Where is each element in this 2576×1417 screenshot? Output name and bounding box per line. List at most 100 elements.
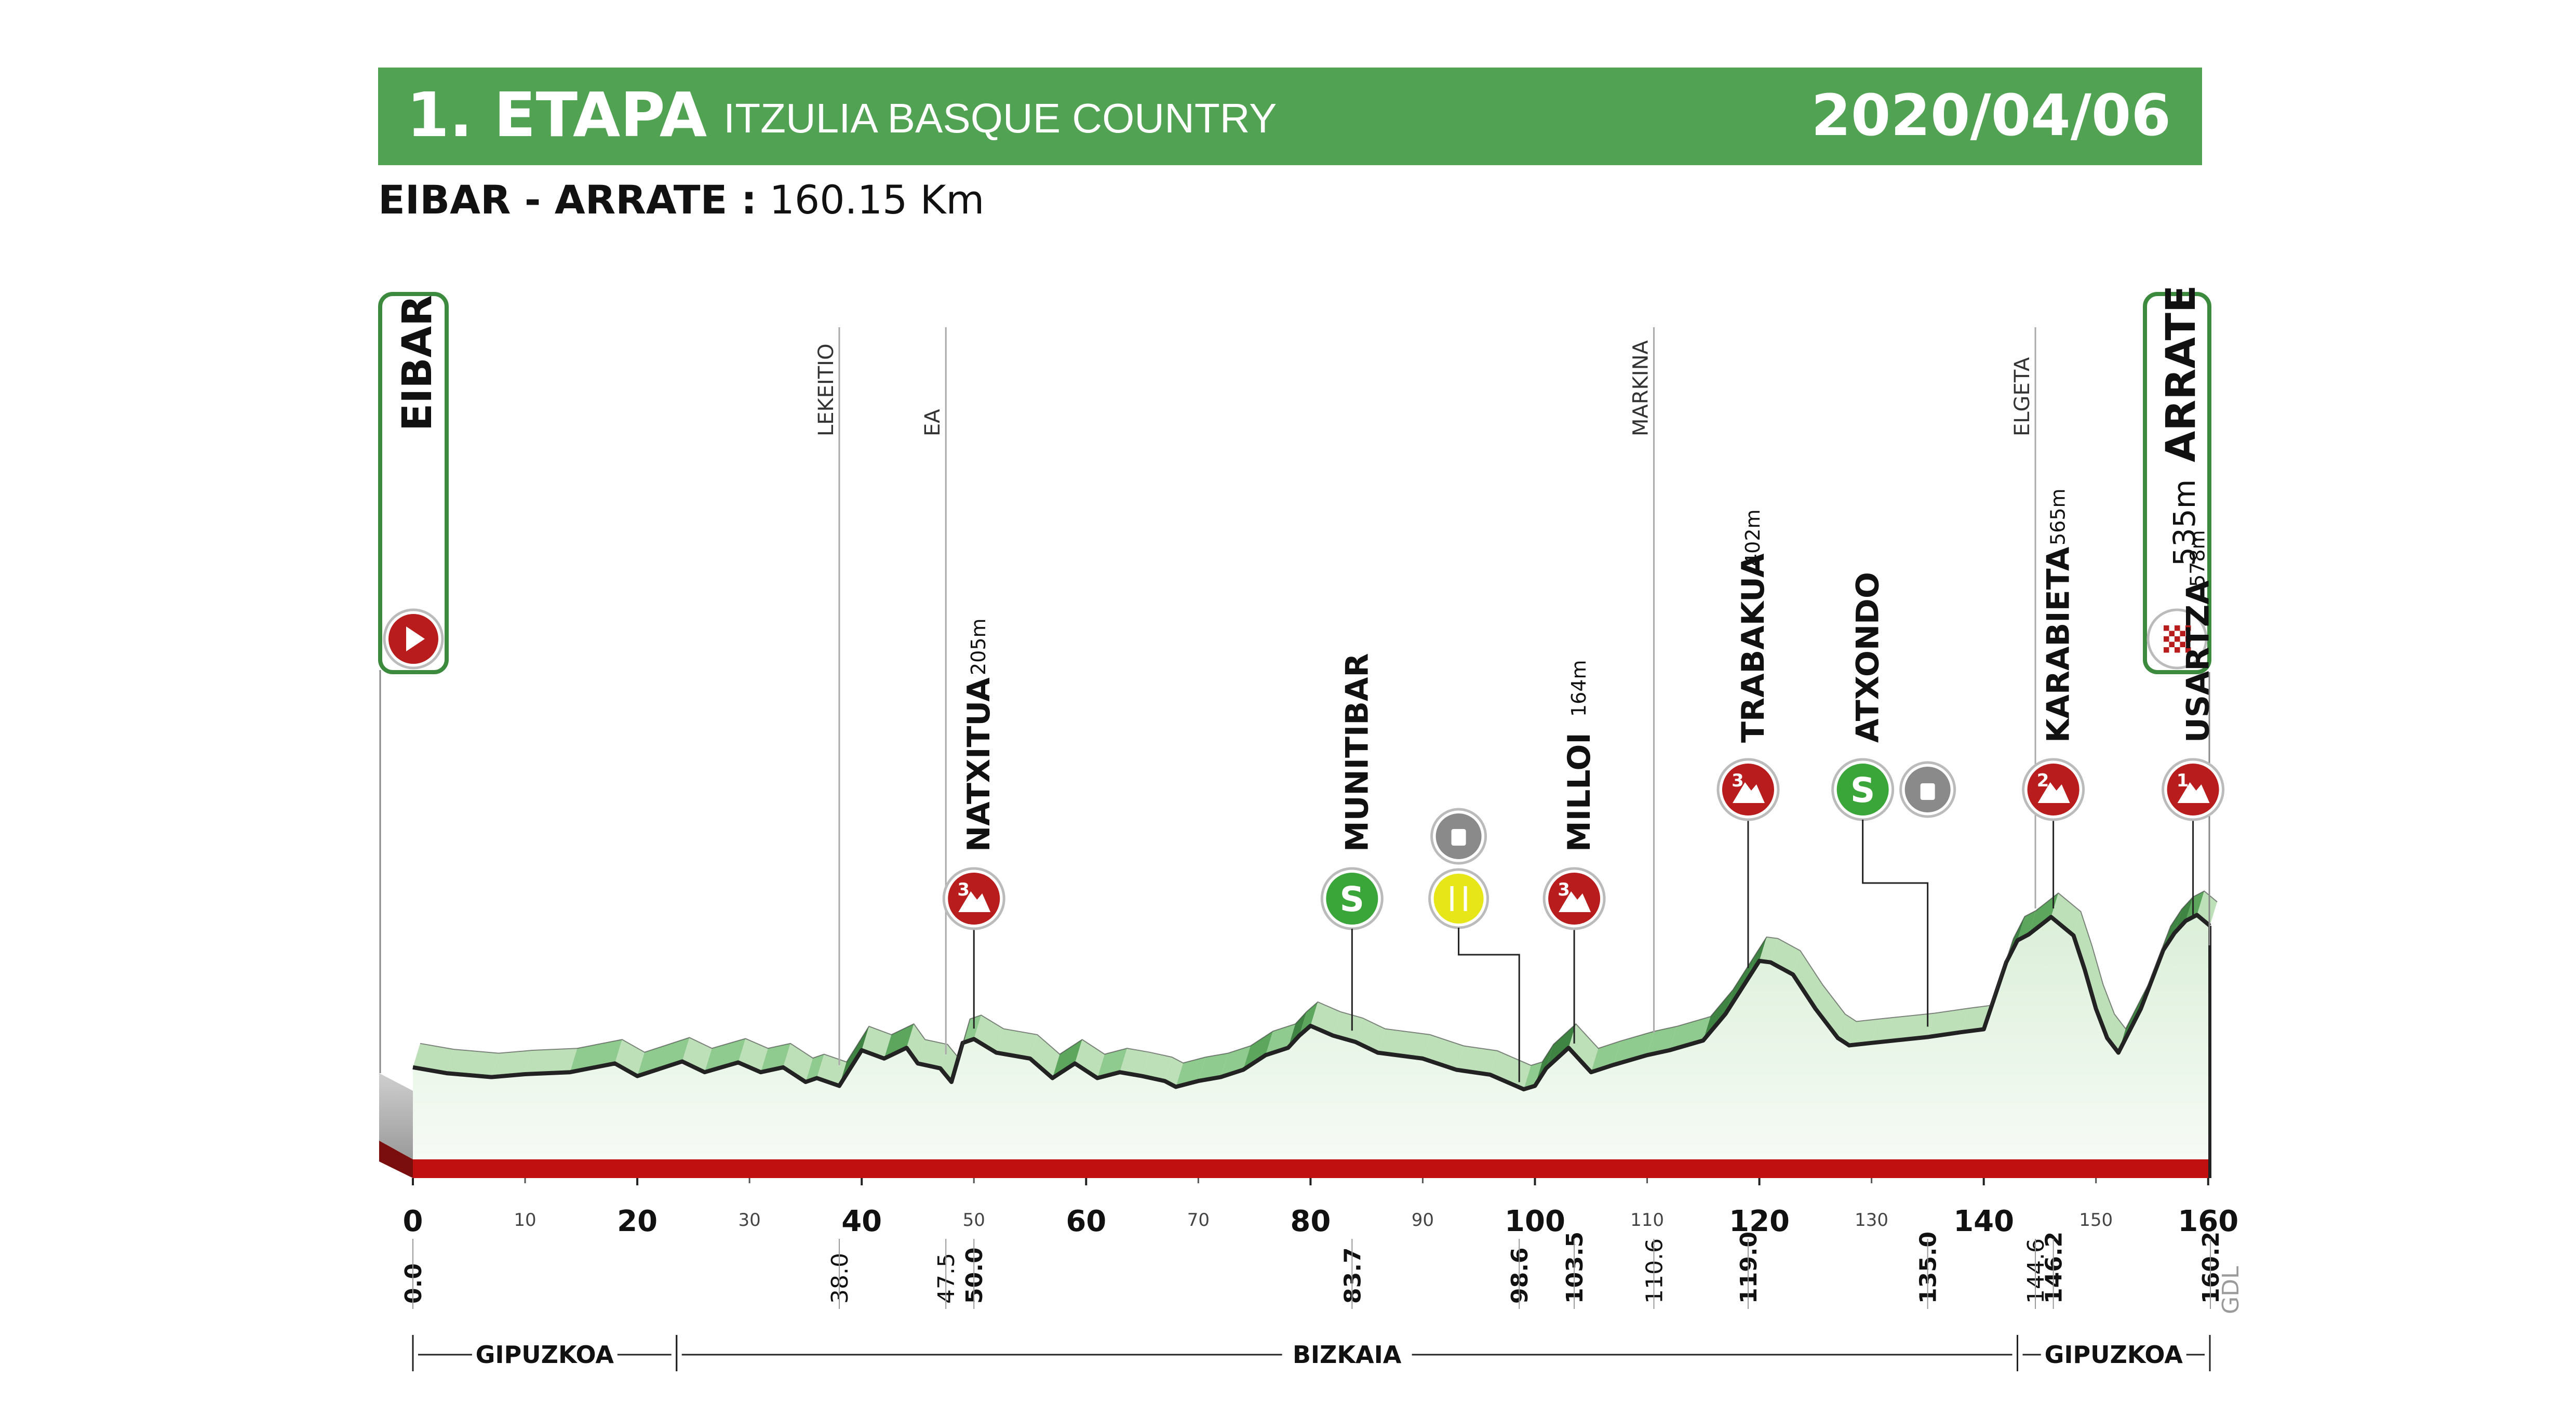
climb-alt: 205m	[967, 618, 990, 675]
profile-segment	[2096, 985, 2115, 1038]
route-distance: 160.15 Km	[769, 177, 985, 223]
profile-segment	[1333, 1011, 1363, 1042]
sprint-name: ATXONDO	[1850, 572, 1886, 743]
sprint-letter: S	[1340, 879, 1365, 919]
axis-label-minor: 50	[963, 1210, 985, 1231]
knife-icon	[1464, 886, 1467, 911]
profile-segment	[2017, 911, 2036, 941]
axis-label-major: 60	[1066, 1205, 1106, 1238]
climb-name: TRABAKUA	[1735, 553, 1772, 743]
place-name: EA	[921, 409, 945, 436]
km-label: 146.2	[2041, 1232, 2068, 1304]
kom-category: 3	[1558, 879, 1570, 900]
profile-segment	[806, 1054, 824, 1082]
road-band	[413, 1159, 2210, 1178]
profile-segment	[2029, 893, 2059, 935]
checker-square	[2169, 641, 2175, 647]
km-label: 135.0	[1915, 1232, 1942, 1304]
checker-square	[2164, 625, 2169, 631]
profile-segment	[1120, 1048, 1150, 1076]
profile-segment	[1927, 1008, 1969, 1037]
mountain-icon	[2037, 782, 2070, 803]
profile-segment	[2174, 897, 2193, 933]
kom-category: 1	[2177, 770, 2189, 791]
climb-name: MILLOI	[1561, 732, 1598, 852]
climb-alt: 578m	[2186, 530, 2209, 587]
sprint-icon	[1836, 764, 1889, 816]
profile-segment	[491, 1050, 533, 1077]
profile-segment	[1871, 1013, 1935, 1043]
start-banner	[378, 292, 449, 674]
axis-label-major: 80	[1290, 1205, 1331, 1238]
checker-square	[2185, 647, 2191, 653]
axis-label-minor: 10	[514, 1210, 536, 1231]
place-name: MARKINA	[1629, 340, 1653, 436]
mountain-icon	[958, 891, 991, 912]
race-name: ITZULIA BASQUE COUNTRY	[723, 95, 1277, 141]
finish-banner	[2143, 292, 2211, 674]
checker-square	[2175, 636, 2180, 642]
bin-icon	[1920, 783, 1935, 800]
bin-icon	[1451, 829, 1466, 846]
axis-label-major: 0	[403, 1205, 423, 1238]
profile-segment	[884, 1024, 914, 1059]
axis-label-major: 140	[1953, 1205, 2014, 1238]
start-name: EIBAR	[394, 295, 441, 431]
profile-segment	[1378, 1028, 1430, 1059]
profile-segment	[918, 1039, 948, 1068]
km-label: 83.7	[1339, 1247, 1366, 1304]
profile-segment	[862, 1026, 892, 1059]
place-name: LEKEITIO	[814, 343, 838, 436]
profile-segment	[1669, 1017, 1711, 1050]
profile-segment	[446, 1049, 499, 1077]
profile-segment	[637, 1037, 690, 1076]
feed-zone-icon	[1433, 874, 1484, 924]
axis-label-major: 40	[841, 1205, 882, 1238]
axis-label-minor: 30	[739, 1210, 761, 1231]
profile-segment	[2073, 912, 2092, 970]
checker-square	[2175, 625, 2180, 631]
kom-category: 2	[2037, 770, 2049, 791]
profile-line	[412, 913, 2211, 1092]
km-label: 144.6	[2023, 1238, 2049, 1304]
axis-label-major: 100	[1505, 1205, 1565, 1238]
km-label: 119.0	[1736, 1232, 1762, 1304]
start-depth-block	[379, 1073, 413, 1159]
profile-segment	[2051, 893, 2081, 935]
mountain-icon	[2177, 782, 2210, 803]
km-label: 98.6	[1507, 1247, 1533, 1304]
climb-name: NATXITUA	[961, 677, 997, 852]
sprint-letter: S	[1850, 770, 1875, 810]
profile-segment	[1198, 1053, 1228, 1081]
climb-name: USARTZA	[2180, 580, 2217, 743]
axis-label-minor: 110	[1630, 1210, 1664, 1231]
profile-segment	[1849, 1019, 1879, 1046]
region-name: GIPUZKOA	[476, 1341, 614, 1369]
axis-label-major: 160	[2178, 1205, 2238, 1238]
finish-name: ARRATE	[2158, 285, 2205, 462]
profile-segment	[525, 1048, 578, 1074]
profile-segment	[1075, 1039, 1105, 1078]
checker-square	[2169, 631, 2175, 636]
play-icon	[406, 626, 425, 651]
region-name: GIPUZKOA	[2045, 1341, 2183, 1369]
profile-segment	[1030, 1034, 1060, 1078]
mountain-icon	[1732, 782, 1765, 803]
profile-segment	[1837, 1014, 1857, 1046]
profile-segment	[1142, 1052, 1172, 1081]
profile-segment	[413, 1043, 454, 1074]
road-depth-block	[379, 1141, 413, 1178]
axis-label-minor: 150	[2079, 1210, 2113, 1231]
checker-square	[2164, 647, 2169, 653]
mountain-icon	[1559, 891, 1591, 912]
km-label: 38.0	[827, 1253, 853, 1304]
route-summary: EIBAR - ARRATE : 160.15 Km	[378, 177, 984, 223]
km-label: 103.5	[1562, 1232, 1588, 1304]
checker-square	[2164, 636, 2169, 642]
feed-leader	[1458, 928, 1520, 1082]
profile-segment	[1299, 1001, 1318, 1036]
axis-label-major: 120	[1729, 1205, 1790, 1238]
checker-square	[2175, 647, 2180, 653]
profile-segment	[2085, 945, 2103, 1009]
